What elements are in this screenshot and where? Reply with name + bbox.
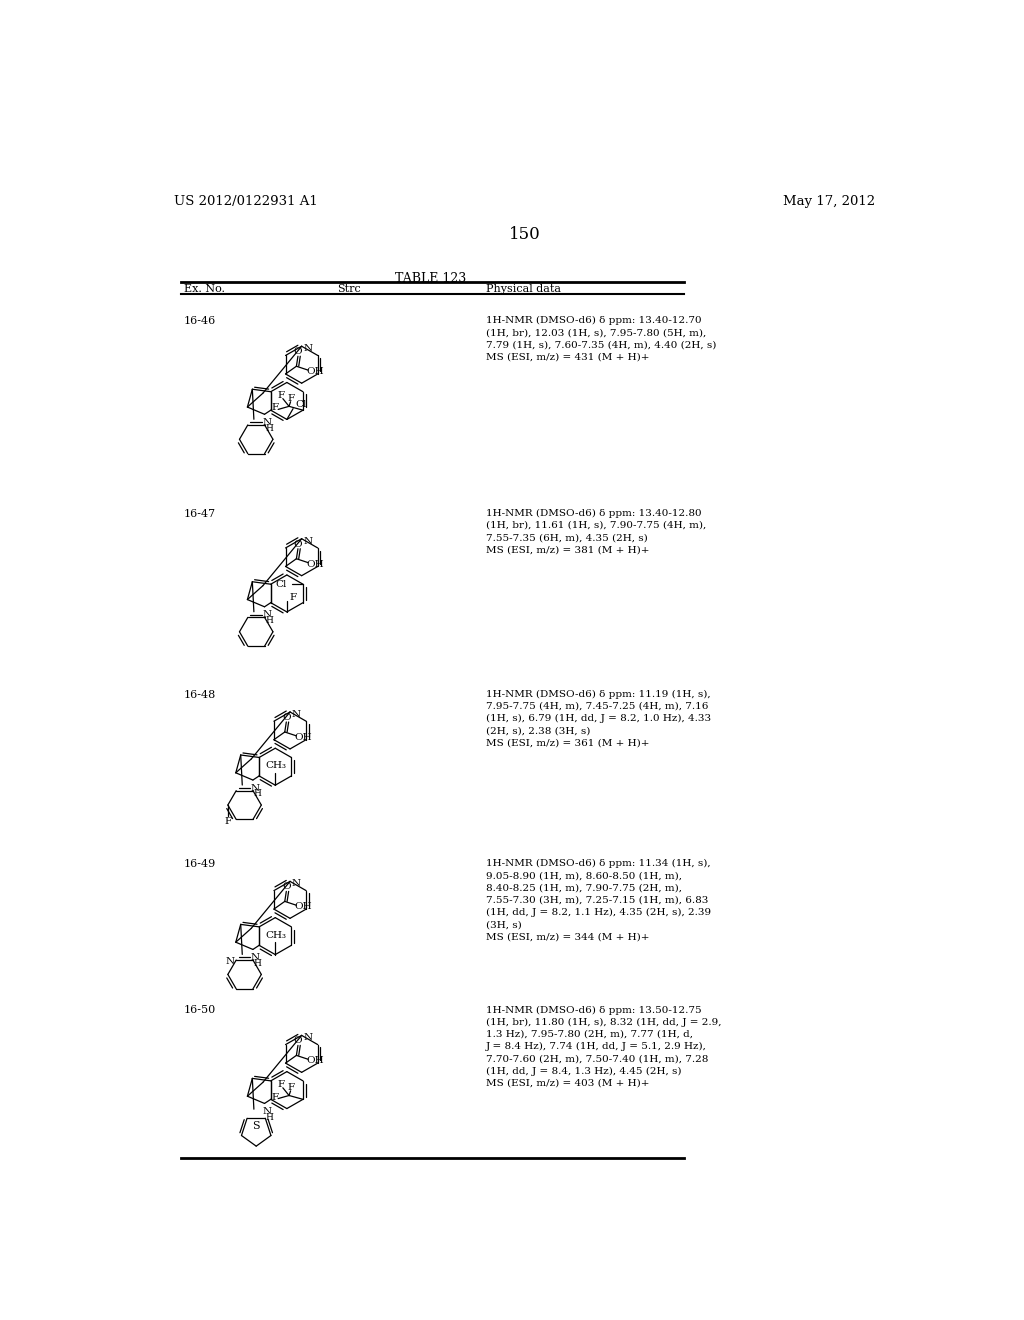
Text: OH: OH	[306, 1056, 324, 1065]
Text: O: O	[294, 1036, 302, 1045]
Text: OH: OH	[295, 733, 312, 742]
Text: N: N	[225, 957, 234, 966]
Text: O: O	[294, 347, 302, 356]
Text: TABLE 123: TABLE 123	[394, 272, 466, 285]
Text: F: F	[278, 1080, 285, 1089]
Text: Cl: Cl	[295, 400, 306, 409]
Text: 16-50: 16-50	[183, 1006, 216, 1015]
Text: N: N	[251, 784, 260, 792]
Text: Cl: Cl	[275, 579, 287, 589]
Text: N: N	[303, 536, 312, 545]
Text: OH: OH	[306, 367, 324, 376]
Text: H: H	[254, 958, 261, 968]
Text: 16-48: 16-48	[183, 689, 216, 700]
Text: Ex. No.: Ex. No.	[183, 284, 225, 294]
Text: N: N	[292, 879, 301, 888]
Text: 1H-NMR (DMSO-d6) δ ppm: 11.19 (1H, s),
7.95-7.75 (4H, m), 7.45-7.25 (4H, m), 7.1: 1H-NMR (DMSO-d6) δ ppm: 11.19 (1H, s), 7…	[486, 689, 712, 747]
Text: US 2012/0122931 A1: US 2012/0122931 A1	[174, 195, 318, 209]
Text: F: F	[271, 404, 279, 412]
Text: H: H	[265, 424, 273, 433]
Text: F: F	[287, 1084, 294, 1092]
Text: H: H	[265, 1113, 273, 1122]
Text: H: H	[265, 616, 273, 626]
Text: OH: OH	[295, 903, 312, 911]
Text: N: N	[303, 1034, 312, 1043]
Text: F: F	[287, 395, 294, 403]
Text: O: O	[282, 713, 291, 722]
Text: 1H-NMR (DMSO-d6) δ ppm: 13.50-12.75
(1H, br), 11.80 (1H, s), 8.32 (1H, dd, J = 2: 1H-NMR (DMSO-d6) δ ppm: 13.50-12.75 (1H,…	[486, 1006, 722, 1088]
Text: N: N	[262, 610, 271, 619]
Text: 16-49: 16-49	[183, 859, 216, 869]
Text: Physical data: Physical data	[486, 284, 561, 294]
Text: H: H	[254, 789, 261, 799]
Text: 1H-NMR (DMSO-d6) δ ppm: 13.40-12.70
(1H, br), 12.03 (1H, s), 7.95-7.80 (5H, m),
: 1H-NMR (DMSO-d6) δ ppm: 13.40-12.70 (1H,…	[486, 317, 717, 362]
Text: 16-46: 16-46	[183, 317, 216, 326]
Text: Strc: Strc	[337, 284, 361, 294]
Text: S: S	[252, 1121, 260, 1131]
Text: F: F	[224, 817, 231, 826]
Text: 1H-NMR (DMSO-d6) δ ppm: 11.34 (1H, s),
9.05-8.90 (1H, m), 8.60-8.50 (1H, m),
8.4: 1H-NMR (DMSO-d6) δ ppm: 11.34 (1H, s), 9…	[486, 859, 712, 941]
Text: O: O	[282, 882, 291, 891]
Text: N: N	[303, 345, 312, 352]
Text: OH: OH	[306, 560, 324, 569]
Text: N: N	[262, 1107, 271, 1115]
Text: O: O	[294, 540, 302, 549]
Text: 16-47: 16-47	[183, 508, 216, 519]
Text: N: N	[251, 953, 260, 962]
Text: May 17, 2012: May 17, 2012	[783, 195, 876, 209]
Text: F: F	[278, 391, 285, 400]
Text: N: N	[262, 418, 271, 426]
Text: 150: 150	[509, 226, 541, 243]
Text: CH₃: CH₃	[265, 931, 287, 940]
Text: 1H-NMR (DMSO-d6) δ ppm: 13.40-12.80
(1H, br), 11.61 (1H, s), 7.90-7.75 (4H, m),
: 1H-NMR (DMSO-d6) δ ppm: 13.40-12.80 (1H,…	[486, 508, 707, 554]
Text: F: F	[290, 593, 297, 602]
Text: CH₃: CH₃	[265, 762, 287, 771]
Text: N: N	[292, 710, 301, 719]
Text: F: F	[271, 1093, 279, 1101]
